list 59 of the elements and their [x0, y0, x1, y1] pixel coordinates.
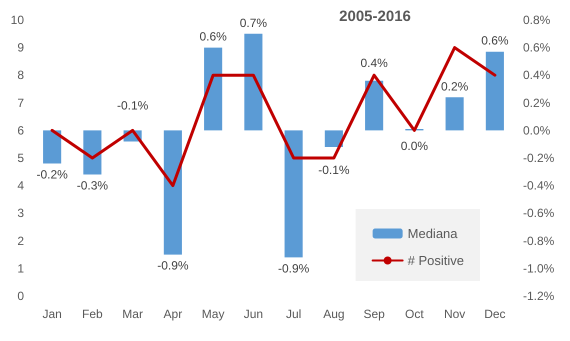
- y-tick-label: 2: [17, 234, 24, 248]
- y2-tick-label: -0.6%: [523, 206, 555, 220]
- data-label: 0.2%: [440, 79, 469, 94]
- y-tick-label: 4: [17, 178, 24, 193]
- data-label: -0.3%: [76, 178, 108, 193]
- bar: [164, 130, 182, 255]
- bar: [284, 130, 303, 258]
- y2-tick-label: -1.2%: [523, 289, 555, 303]
- x-tick-label: Jan: [42, 307, 62, 321]
- y2-tick-label: -0.4%: [523, 178, 555, 193]
- data-label: -0.1%: [116, 98, 149, 112]
- y2-tick-label: 0.8%: [523, 13, 551, 27]
- y-tick-label: 8: [17, 68, 24, 82]
- y2-tick-label: 0.4%: [523, 68, 551, 82]
- bar: [204, 48, 222, 130]
- y-tick-label: 10: [10, 13, 24, 27]
- x-tick-label: Jul: [286, 307, 302, 321]
- y2-tick-label: 0.6%: [523, 40, 551, 55]
- data-label: 0.6%: [199, 30, 228, 44]
- y-tick-label: 6: [17, 123, 24, 138]
- data-label: -0.9%: [157, 258, 189, 273]
- x-tick-label: Dec: [484, 307, 506, 321]
- data-label: 0.4%: [360, 56, 388, 70]
- x-tick-label: May: [202, 307, 224, 321]
- bar: [446, 97, 464, 130]
- y2-tick-label: 0.2%: [523, 96, 551, 110]
- x-tick-label: Sep: [363, 307, 386, 321]
- x-tick-label: Aug: [323, 307, 345, 321]
- x-tick-label: Oct: [405, 307, 424, 321]
- x-tick-label: Apr: [164, 307, 182, 321]
- x-tick-label: Mar: [122, 307, 143, 321]
- y-tick-label: 5: [17, 151, 24, 165]
- y-tick-label: 0: [17, 289, 24, 303]
- bar: [324, 130, 343, 147]
- legend-label: Mediana: [408, 226, 458, 241]
- x-tick-label: Feb: [82, 307, 104, 321]
- y-tick-label: 7: [17, 96, 24, 110]
- y2-tick-label: 0.0%: [523, 123, 551, 138]
- x-tick-label: Nov: [444, 307, 466, 321]
- y-tick-label: 1: [17, 261, 24, 276]
- y-tick-label: 3: [17, 206, 24, 220]
- y2-tick-label: -0.8%: [523, 234, 555, 248]
- data-label: 0.7%: [240, 16, 268, 30]
- data-label: -0.2%: [36, 168, 68, 182]
- y-tick-label: 9: [17, 40, 24, 55]
- bar: [365, 80, 384, 130]
- data-label: 0.6%: [481, 34, 509, 48]
- data-label: -0.1%: [318, 163, 350, 177]
- data-label: 0.0%: [400, 138, 428, 153]
- bar: [43, 130, 62, 164]
- bar: [83, 130, 102, 175]
- bar: [244, 34, 262, 130]
- y2-tick-label: -1.0%: [523, 261, 555, 276]
- legend-label: # Positive: [408, 253, 464, 268]
- bar: [486, 52, 504, 130]
- chart-title: 2005-2016: [339, 8, 411, 25]
- data-label: -0.9%: [278, 261, 310, 276]
- x-tick-label: Jun: [244, 307, 264, 321]
- y2-tick-label: -0.2%: [523, 151, 555, 165]
